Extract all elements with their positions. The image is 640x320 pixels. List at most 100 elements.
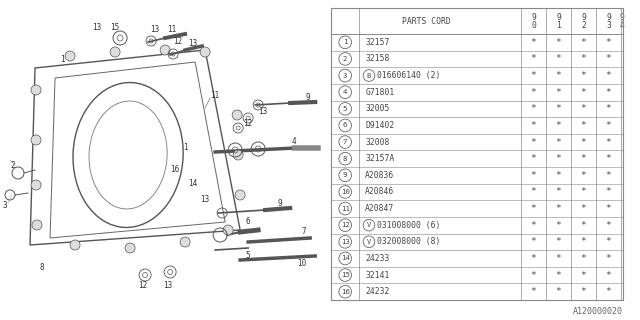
Circle shape (235, 190, 245, 200)
Text: 10: 10 (298, 260, 307, 268)
Text: 12: 12 (340, 222, 349, 228)
Text: 4: 4 (292, 137, 296, 146)
Text: 13: 13 (340, 239, 349, 245)
Circle shape (110, 47, 120, 57)
Text: *: * (531, 254, 536, 263)
Text: *: * (556, 38, 561, 47)
Text: PARTS CORD: PARTS CORD (402, 17, 451, 26)
Text: *: * (556, 204, 561, 213)
Text: *: * (556, 287, 561, 296)
Text: 2: 2 (581, 21, 586, 30)
Text: *: * (605, 121, 611, 130)
Text: *: * (605, 71, 611, 80)
Text: *: * (605, 154, 611, 163)
Text: *: * (531, 204, 536, 213)
Text: 5: 5 (343, 106, 348, 112)
Text: 9: 9 (556, 12, 561, 21)
Text: 12: 12 (138, 281, 148, 290)
Text: *: * (556, 237, 561, 246)
Text: *: * (531, 287, 536, 296)
Text: *: * (556, 171, 561, 180)
Text: 1: 1 (343, 39, 348, 45)
Text: *: * (556, 188, 561, 196)
Text: *: * (580, 204, 586, 213)
Text: G71801: G71801 (365, 88, 394, 97)
Text: *: * (531, 38, 536, 47)
Text: 16: 16 (170, 165, 180, 174)
Circle shape (70, 240, 80, 250)
Text: *: * (580, 271, 586, 280)
Text: *: * (580, 154, 586, 163)
Text: *: * (556, 104, 561, 113)
Text: 15: 15 (340, 272, 349, 278)
Text: *: * (605, 138, 611, 147)
Text: 13: 13 (163, 281, 173, 290)
Text: *: * (580, 104, 586, 113)
Text: 32157A: 32157A (365, 154, 394, 163)
Text: *: * (556, 221, 561, 230)
Text: *: * (580, 254, 586, 263)
Text: *: * (531, 71, 536, 80)
Text: *: * (605, 54, 611, 63)
Text: 9: 9 (343, 172, 348, 178)
Text: A20846: A20846 (365, 188, 394, 196)
Circle shape (65, 51, 75, 61)
Text: 031008000 (6): 031008000 (6) (377, 221, 440, 230)
Text: *: * (605, 271, 611, 280)
Text: *: * (580, 171, 586, 180)
Circle shape (31, 85, 41, 95)
Text: 32157: 32157 (365, 38, 390, 47)
Text: *: * (580, 138, 586, 147)
Text: *: * (556, 54, 561, 63)
Text: *: * (531, 104, 536, 113)
Circle shape (125, 243, 135, 253)
Text: *: * (605, 171, 611, 180)
Text: *: * (556, 71, 561, 80)
Text: 016606140 (2): 016606140 (2) (377, 71, 440, 80)
Text: *: * (605, 221, 611, 230)
Text: 032008000 (8): 032008000 (8) (377, 237, 440, 246)
Text: 5: 5 (246, 252, 250, 260)
Text: *: * (605, 188, 611, 196)
Text: *: * (556, 121, 561, 130)
Text: 7: 7 (343, 139, 348, 145)
Text: 13: 13 (200, 196, 210, 204)
Text: 13: 13 (150, 25, 160, 34)
Circle shape (223, 225, 233, 235)
Text: *: * (580, 88, 586, 97)
Text: *: * (605, 104, 611, 113)
Text: 24233: 24233 (365, 254, 390, 263)
Text: *: * (531, 188, 536, 196)
Text: *: * (556, 88, 561, 97)
Text: *: * (531, 138, 536, 147)
Text: *: * (531, 88, 536, 97)
Text: 8: 8 (40, 263, 44, 273)
Text: 3: 3 (343, 73, 348, 79)
Text: D91402: D91402 (365, 121, 394, 130)
Text: *: * (580, 121, 586, 130)
Text: V: V (367, 239, 371, 245)
Text: 32005: 32005 (365, 104, 390, 113)
Text: 32008: 32008 (365, 138, 390, 147)
Text: *: * (531, 121, 536, 130)
Text: *: * (605, 204, 611, 213)
Text: 14: 14 (189, 179, 198, 188)
Text: A20847: A20847 (365, 204, 394, 213)
Text: 6: 6 (246, 218, 250, 227)
Text: 7: 7 (302, 228, 307, 236)
Text: 10: 10 (340, 189, 349, 195)
Text: *: * (605, 38, 611, 47)
Text: *: * (580, 54, 586, 63)
Text: B: B (367, 73, 371, 79)
Text: *: * (556, 138, 561, 147)
Text: *: * (580, 38, 586, 47)
Text: 13: 13 (92, 23, 102, 33)
Circle shape (32, 220, 42, 230)
Text: 4: 4 (620, 21, 625, 30)
Text: *: * (531, 237, 536, 246)
Text: 8: 8 (343, 156, 348, 162)
Text: A20836: A20836 (365, 171, 394, 180)
Text: 3: 3 (3, 201, 7, 210)
Text: 11: 11 (340, 205, 349, 212)
Text: 24232: 24232 (365, 287, 390, 296)
